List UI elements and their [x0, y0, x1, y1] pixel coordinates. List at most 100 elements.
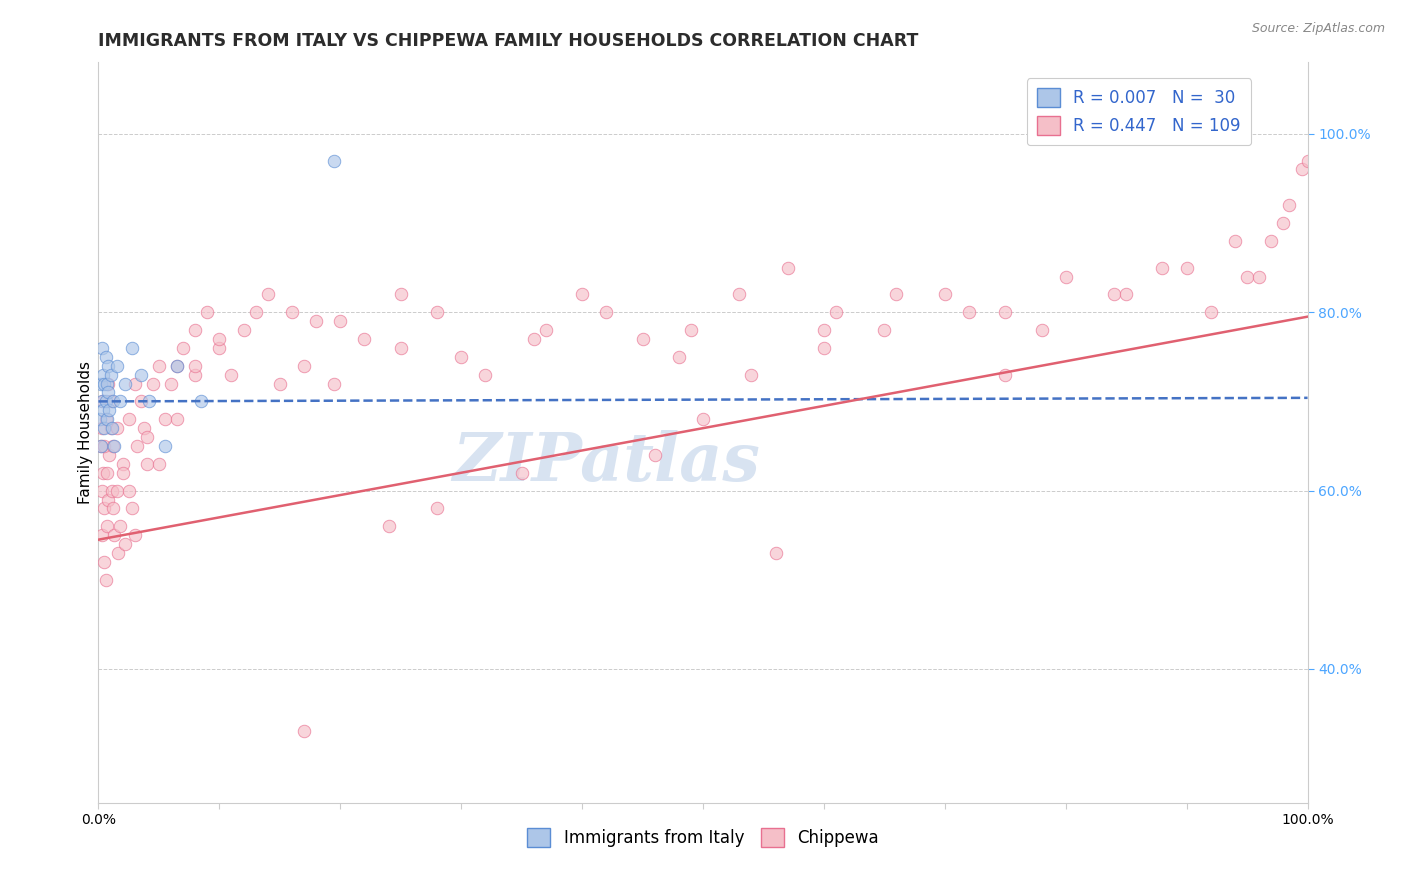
Point: [1278, 198, 1301, 212]
Point: [153, 412, 176, 426]
Point: [124, 376, 146, 391]
Point: [450, 350, 472, 364]
Point: [94, 412, 117, 426]
Point: [90, 376, 112, 391]
Point: [93, 501, 115, 516]
Point: [114, 376, 136, 391]
Point: [111, 466, 134, 480]
Point: [190, 394, 212, 409]
Point: [101, 501, 124, 516]
Point: [994, 368, 1017, 382]
Point: [142, 376, 165, 391]
Point: [89, 412, 111, 426]
Y-axis label: Family Households: Family Households: [77, 361, 93, 504]
Point: [148, 359, 170, 373]
Point: [103, 439, 125, 453]
Point: [523, 332, 546, 346]
Point: [138, 394, 160, 409]
Point: [111, 457, 134, 471]
Point: [121, 341, 143, 355]
Point: [93, 555, 115, 569]
Point: [353, 332, 375, 346]
Point: [121, 501, 143, 516]
Point: [118, 483, 141, 498]
Point: [1102, 287, 1125, 301]
Point: [1115, 287, 1137, 301]
Point: [292, 359, 315, 373]
Point: [776, 260, 799, 275]
Point: [232, 323, 254, 337]
Point: [98, 448, 121, 462]
Point: [1031, 323, 1053, 337]
Point: [1272, 216, 1295, 230]
Point: [595, 305, 617, 319]
Point: [245, 305, 267, 319]
Point: [957, 305, 980, 319]
Point: [96, 519, 118, 533]
Point: [166, 359, 188, 373]
Point: [96, 412, 118, 426]
Point: [105, 359, 128, 373]
Point: [153, 439, 176, 453]
Point: [281, 305, 304, 319]
Point: [97, 376, 120, 391]
Point: [184, 368, 207, 382]
Point: [91, 368, 114, 382]
Point: [94, 394, 117, 409]
Point: [208, 341, 231, 355]
Point: [127, 439, 149, 453]
Point: [1152, 260, 1174, 275]
Point: [91, 528, 114, 542]
Point: [668, 350, 690, 364]
Point: [389, 341, 412, 355]
Point: [377, 519, 399, 533]
Point: [91, 483, 114, 498]
Point: [873, 323, 896, 337]
Point: [166, 359, 188, 373]
Point: [256, 287, 278, 301]
Point: [728, 287, 751, 301]
Text: ZIPatlas: ZIPatlas: [453, 430, 761, 495]
Point: [129, 368, 152, 382]
Point: [269, 376, 291, 391]
Point: [103, 528, 125, 542]
Point: [692, 412, 714, 426]
Point: [96, 376, 118, 391]
Point: [1291, 162, 1313, 177]
Point: [90, 439, 112, 453]
Point: [886, 287, 908, 301]
Text: Source: ZipAtlas.com: Source: ZipAtlas.com: [1251, 22, 1385, 36]
Point: [208, 332, 231, 346]
Point: [100, 368, 122, 382]
Point: [97, 385, 120, 400]
Point: [1296, 153, 1319, 168]
Point: [91, 421, 114, 435]
Point: [1236, 269, 1258, 284]
Point: [934, 287, 956, 301]
Point: [129, 394, 152, 409]
Point: [93, 439, 115, 453]
Point: [1054, 269, 1077, 284]
Point: [323, 153, 346, 168]
Point: [510, 466, 533, 480]
Point: [994, 305, 1017, 319]
Point: [91, 341, 114, 355]
Point: [135, 430, 157, 444]
Point: [813, 323, 835, 337]
Point: [105, 421, 128, 435]
Point: [305, 314, 328, 328]
Point: [91, 394, 114, 409]
Point: [195, 305, 218, 319]
Point: [148, 457, 170, 471]
Point: [813, 341, 835, 355]
Point: [1223, 234, 1246, 248]
Point: [160, 376, 183, 391]
Point: [100, 394, 122, 409]
Point: [96, 466, 118, 480]
Point: [97, 492, 120, 507]
Point: [329, 314, 352, 328]
Point: [679, 323, 702, 337]
Point: [91, 394, 114, 409]
Point: [474, 368, 496, 382]
Point: [91, 403, 114, 417]
